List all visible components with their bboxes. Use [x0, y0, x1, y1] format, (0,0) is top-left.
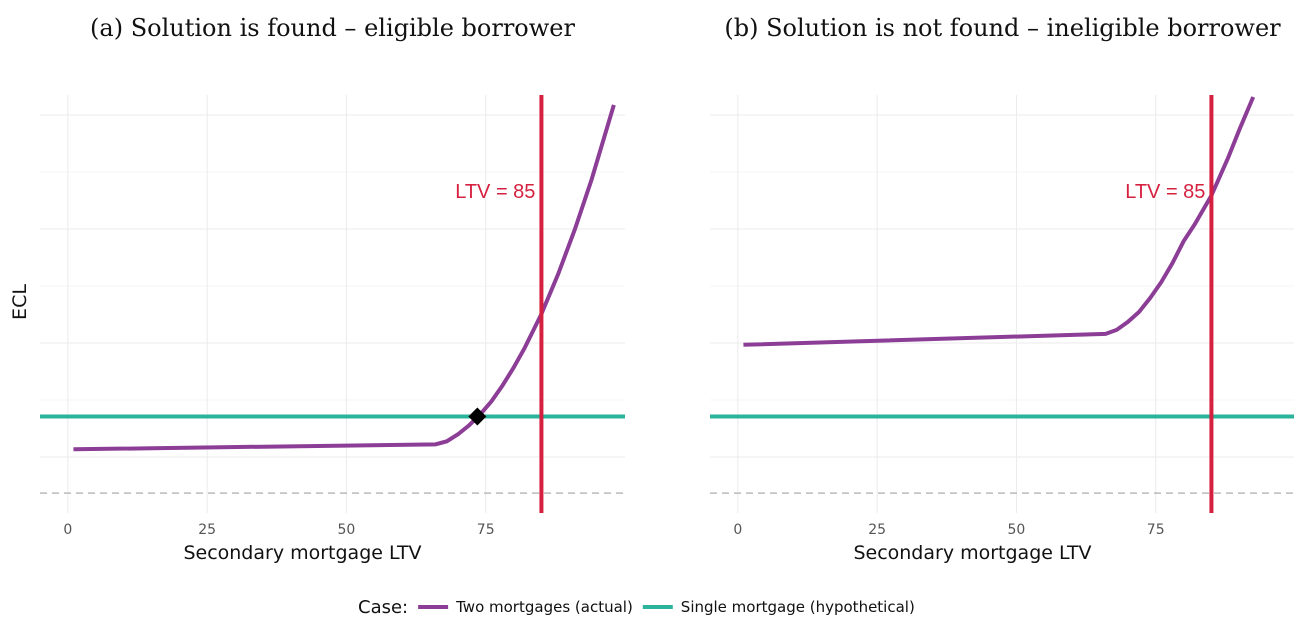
- x-tick-label: 75: [1147, 522, 1165, 538]
- x-axis-label: Secondary mortgage LTV: [853, 542, 1091, 564]
- solution-point: [468, 407, 487, 426]
- x-tick-label: 25: [198, 522, 216, 538]
- panel-title: (a) Solution is found – eligible borrowe…: [90, 14, 575, 42]
- legend-label: Single mortgage (hypothetical): [681, 598, 915, 616]
- x-tick-label: 25: [868, 522, 886, 538]
- x-tick-label: 50: [338, 522, 356, 538]
- series-line: [743, 96, 1256, 347]
- x-tick-label: 75: [477, 522, 495, 538]
- x-tick-label: 0: [63, 522, 72, 538]
- x-axis-label: Secondary mortgage LTV: [183, 542, 421, 564]
- y-axis-label: ECL: [9, 284, 31, 320]
- annotation: LTV = 85: [1125, 181, 1205, 203]
- legend-title: Case:: [358, 597, 408, 618]
- x-tick-label: 0: [733, 522, 742, 538]
- panel-title: (b) Solution is not found – ineligible b…: [724, 14, 1281, 42]
- series-line: [73, 104, 616, 452]
- legend-label: Two mortgages (actual): [455, 598, 633, 616]
- x-tick-label: 50: [1008, 522, 1026, 538]
- annotation: LTV = 85: [455, 181, 535, 203]
